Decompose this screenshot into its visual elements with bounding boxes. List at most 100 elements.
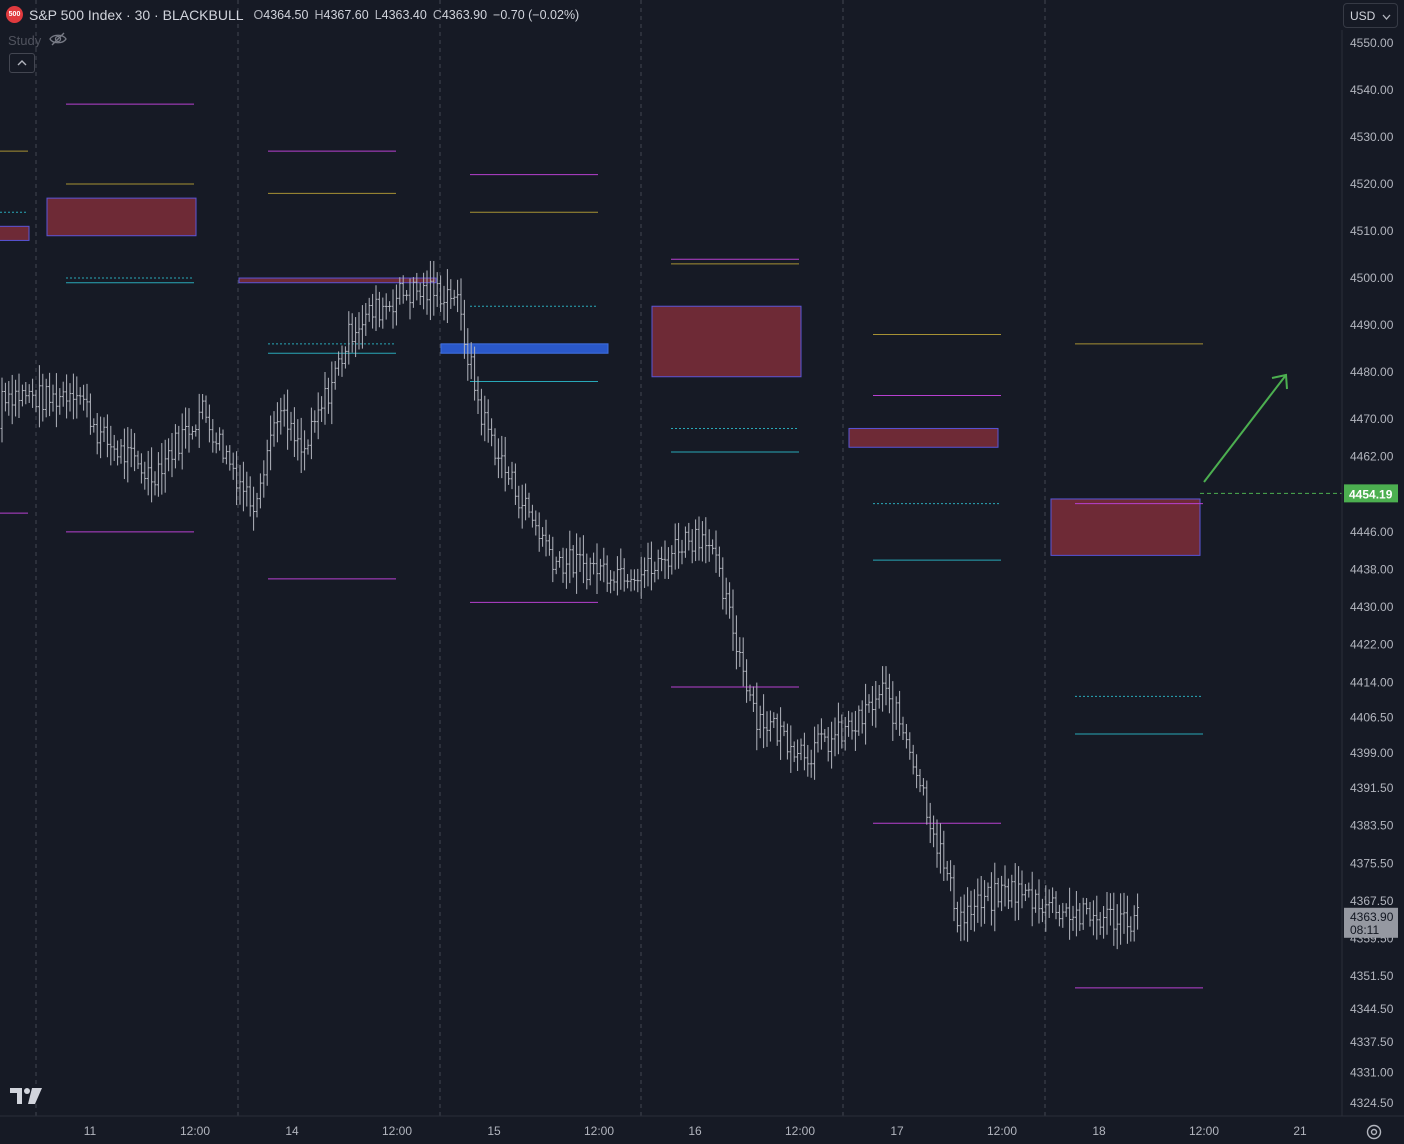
price-bar bbox=[68, 383, 72, 412]
price-bar bbox=[779, 707, 783, 760]
price-bar bbox=[734, 615, 738, 670]
last-price-label: 4363.90 bbox=[1350, 910, 1394, 924]
price-bar bbox=[646, 542, 650, 587]
price-bar bbox=[853, 710, 857, 751]
y-tick-label: 4383.50 bbox=[1350, 819, 1394, 833]
x-tick-label: 17 bbox=[890, 1124, 904, 1138]
price-bar bbox=[41, 373, 45, 422]
ohlc-low: 4363.40 bbox=[381, 7, 427, 22]
y-tick-label: 4324.50 bbox=[1350, 1096, 1394, 1110]
price-bar bbox=[364, 303, 368, 336]
price-bar bbox=[785, 723, 789, 760]
price-bar bbox=[1095, 895, 1099, 940]
price-bar bbox=[738, 637, 742, 667]
price-bar bbox=[449, 279, 453, 309]
symbol-icon[interactable]: 500 bbox=[6, 6, 23, 23]
price-bar bbox=[796, 739, 800, 771]
price-bar bbox=[887, 673, 891, 714]
countdown-label: 08:11 bbox=[1350, 923, 1379, 937]
price-bar bbox=[595, 543, 599, 594]
price-bar bbox=[109, 425, 113, 466]
price-bar bbox=[813, 726, 817, 780]
study-legend[interactable]: Study bbox=[8, 32, 68, 49]
price-bar bbox=[673, 523, 677, 570]
price-bar bbox=[180, 413, 184, 470]
price-bar bbox=[116, 440, 120, 466]
price-bar bbox=[303, 430, 307, 471]
price-bar bbox=[626, 573, 630, 589]
price-bar bbox=[401, 275, 405, 304]
collapse-legend-button[interactable] bbox=[9, 53, 35, 73]
price-bar bbox=[904, 724, 908, 749]
price-bar bbox=[163, 439, 167, 493]
price-bar bbox=[425, 270, 429, 315]
price-bar bbox=[561, 547, 565, 583]
price-bar bbox=[418, 282, 422, 306]
target-price-label: 4454.19 bbox=[1349, 487, 1393, 501]
price-bar bbox=[323, 371, 327, 425]
price-bar bbox=[1105, 892, 1109, 935]
price-bar bbox=[248, 476, 252, 517]
price-bar bbox=[71, 373, 75, 420]
x-tick-label: 12:00 bbox=[987, 1124, 1017, 1138]
price-bar bbox=[700, 521, 704, 562]
price-bar bbox=[330, 361, 334, 425]
price-bar bbox=[901, 716, 905, 740]
price-bar bbox=[82, 384, 86, 411]
price-bar bbox=[588, 557, 592, 586]
x-tick-label: 16 bbox=[688, 1124, 702, 1138]
price-bar bbox=[7, 381, 11, 416]
price-bar bbox=[731, 589, 735, 651]
price-bar bbox=[724, 577, 728, 615]
price-bar bbox=[218, 427, 222, 451]
supply-demand-zone bbox=[0, 225, 30, 241]
price-bar bbox=[677, 522, 681, 569]
price-bar bbox=[683, 526, 687, 558]
price-bar bbox=[629, 569, 633, 592]
price-bar bbox=[391, 289, 395, 329]
price-bar bbox=[224, 445, 228, 465]
price-bar bbox=[0, 377, 4, 443]
tradingview-logo-icon[interactable] bbox=[10, 1087, 42, 1105]
price-bar bbox=[10, 374, 14, 425]
price-bar bbox=[54, 373, 58, 428]
price-bar bbox=[340, 345, 344, 377]
price-bar bbox=[442, 285, 446, 321]
price-bar bbox=[143, 461, 147, 490]
eye-crossed-icon[interactable] bbox=[49, 32, 68, 49]
price-bar bbox=[197, 393, 201, 448]
price-bar bbox=[996, 877, 1000, 908]
price-bar bbox=[707, 529, 711, 562]
price-bar bbox=[381, 297, 385, 329]
last-price-badge bbox=[1344, 907, 1398, 938]
price-bar bbox=[1112, 892, 1116, 946]
price-bar bbox=[48, 372, 52, 417]
gear-icon[interactable] bbox=[1363, 1122, 1385, 1142]
price-bar bbox=[643, 557, 647, 588]
x-tick-label: 21 bbox=[1293, 1124, 1307, 1138]
price-bar bbox=[27, 384, 31, 403]
price-bar bbox=[486, 399, 490, 443]
price-bar bbox=[602, 547, 606, 583]
price-bar bbox=[1078, 902, 1082, 931]
y-tick-label: 4337.50 bbox=[1350, 1035, 1394, 1049]
symbol-title[interactable]: S&P 500 Index · 30 · BLACKBULL bbox=[29, 6, 244, 23]
price-bar bbox=[1102, 906, 1106, 939]
price-bar bbox=[751, 686, 755, 713]
price-bar bbox=[979, 875, 983, 927]
currency-select[interactable]: USD bbox=[1343, 3, 1398, 28]
price-bar bbox=[452, 289, 456, 306]
price-bar bbox=[836, 702, 840, 755]
price-bar bbox=[717, 546, 721, 577]
price-bar bbox=[1034, 889, 1038, 913]
price-bar bbox=[31, 378, 35, 408]
price-bar bbox=[357, 312, 361, 350]
y-tick-label: 4462.00 bbox=[1350, 450, 1394, 464]
price-bar bbox=[1081, 897, 1085, 930]
price-bar bbox=[581, 535, 585, 584]
price-bar bbox=[483, 395, 487, 442]
price-bar bbox=[653, 561, 657, 583]
price-bar bbox=[1030, 871, 1034, 927]
price-bar bbox=[1017, 866, 1021, 921]
